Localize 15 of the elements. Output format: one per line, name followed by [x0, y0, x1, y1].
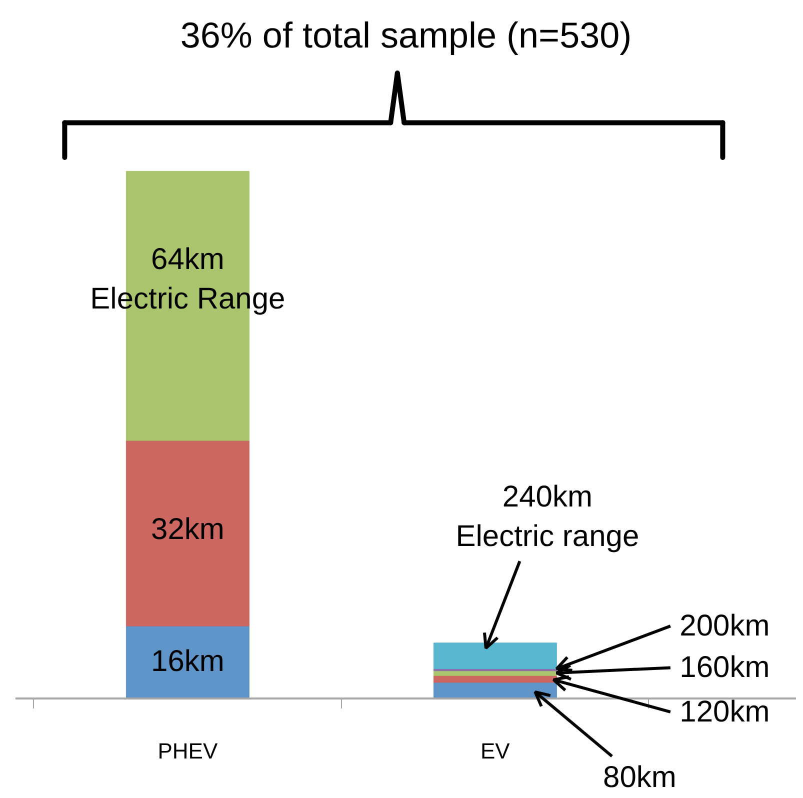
bar: [433, 642, 557, 669]
bar: [433, 670, 557, 676]
annotation: 120km: [680, 695, 770, 728]
bar: [126, 440, 250, 626]
text: 80km: [603, 760, 676, 794]
annotation: 240km Electric range: [456, 480, 640, 554]
bar: [433, 675, 557, 683]
annotation: 16km: [151, 644, 224, 678]
annotation: 32km: [151, 513, 224, 546]
x-tick-label: EV: [480, 738, 510, 764]
annotation: 160km: [680, 651, 770, 684]
chart-title: 36% of total sample (n=530): [180, 14, 632, 56]
annotation: 200km: [680, 610, 770, 643]
bar: [126, 626, 250, 699]
x-tick-label: PHEV: [158, 738, 218, 764]
